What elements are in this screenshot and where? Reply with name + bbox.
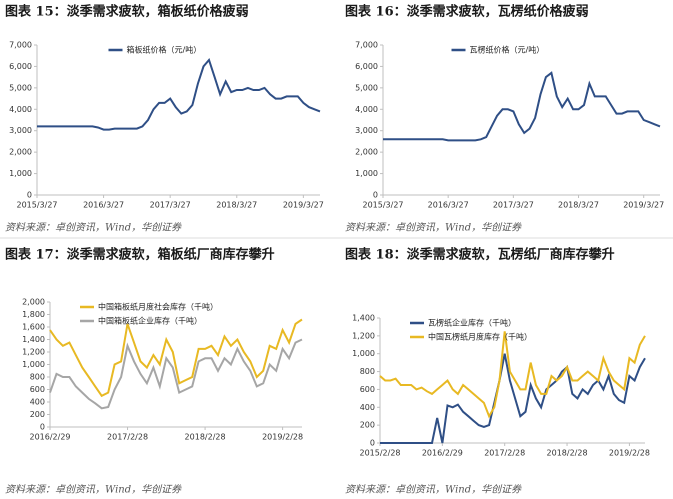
y-tick-label: 5,000 — [355, 83, 378, 92]
legend-label: 中国箱板纸企业库存（千吨） — [98, 316, 202, 326]
legend-label: 中国瓦楞纸月度库存（千吨） — [428, 332, 532, 342]
y-tick-label: 400 — [360, 403, 375, 412]
x-tick-label: 2017/2/28 — [107, 433, 148, 442]
series-line — [37, 58, 321, 131]
x-tick-label: 2018/3/27 — [216, 201, 257, 210]
source-note: 资料来源：卓创资讯，Wind，华创证券 — [5, 484, 182, 496]
y-tick-label: 6,000 — [355, 62, 378, 71]
x-tick-label: 2015/3/27 — [16, 201, 57, 210]
x-tick-label: 2019/2/28 — [609, 449, 650, 458]
y-tick-label: 3,000 — [9, 126, 32, 135]
x-tick-label: 2015/2/28 — [359, 449, 400, 458]
x-tick-label: 2018/3/27 — [558, 201, 599, 210]
y-tick-label: 4,000 — [9, 105, 32, 114]
y-tick-label: 2,000 — [9, 148, 32, 157]
x-tick-label: 2017/2/28 — [484, 449, 525, 458]
x-tick-label: 2019/2/28 — [262, 433, 303, 442]
legend-label: 瓦楞纸企业库存（千吨） — [428, 318, 516, 328]
y-tick-label: 2,000 — [22, 298, 45, 307]
chart-title: 图表 18：淡季需求疲软，瓦楞纸厂商库存攀升 — [345, 247, 615, 263]
source-note: 资料来源：卓创资讯，Wind，华创证券 — [345, 222, 522, 234]
legend-label: 箱板纸价格（元/吨） — [127, 45, 202, 55]
y-tick-label: 600 — [30, 385, 45, 394]
x-tick-label: 2019/3/27 — [623, 201, 664, 210]
y-tick-label: 1,000 — [355, 169, 378, 178]
y-tick-label: 5,000 — [9, 83, 32, 92]
x-tick-label: 2017/3/27 — [150, 201, 191, 210]
chart-title: 图表 16：淡季需求疲软，瓦楞纸价格疲弱 — [345, 4, 589, 20]
y-tick-label: 0 — [373, 191, 378, 200]
y-tick-label: 7,000 — [355, 41, 378, 50]
source-note: 资料来源：卓创资讯，Wind，华创证券 — [5, 222, 182, 234]
source-note: 资料来源：卓创资讯，Wind，华创证券 — [345, 484, 522, 496]
y-tick-label: 200 — [30, 410, 45, 419]
y-tick-label: 0 — [40, 423, 45, 432]
legend-label: 中国箱板纸月度社会库存（千吨） — [98, 302, 218, 312]
series-line — [379, 331, 646, 419]
series-line — [49, 338, 303, 410]
y-tick-label: 0 — [370, 439, 375, 448]
y-tick-label: 4,000 — [355, 105, 378, 114]
legend-label: 瓦楞纸价格（元/吨） — [470, 45, 545, 55]
y-tick-label: 0 — [27, 191, 32, 200]
y-tick-label: 1,000 — [22, 360, 45, 369]
x-tick-label: 2018/2/28 — [185, 433, 226, 442]
y-tick-label: 1,000 — [9, 169, 32, 178]
series-line — [383, 71, 661, 142]
chart-title: 图表 17：淡季需求疲软，箱板纸厂商库存攀升 — [5, 247, 275, 263]
y-tick-label: 1,200 — [22, 348, 45, 357]
x-tick-label: 2019/3/27 — [283, 201, 324, 210]
x-tick-label: 2018/2/28 — [547, 449, 588, 458]
y-tick-label: 1,000 — [352, 349, 375, 358]
x-tick-label: 2016/3/27 — [428, 201, 469, 210]
y-tick-label: 3,000 — [355, 126, 378, 135]
chart-title: 图表 15：淡季需求疲软，箱板纸价格疲弱 — [5, 4, 249, 20]
y-tick-label: 800 — [360, 367, 375, 376]
x-tick-label: 2016/3/27 — [83, 201, 124, 210]
series-line — [380, 353, 646, 444]
y-tick-label: 200 — [360, 421, 375, 430]
y-tick-label: 1,600 — [22, 323, 45, 332]
y-tick-label: 1,200 — [352, 331, 375, 340]
y-tick-label: 1,400 — [22, 335, 45, 344]
x-tick-label: 2017/3/27 — [493, 201, 534, 210]
y-tick-label: 6,000 — [9, 62, 32, 71]
series-line — [49, 318, 303, 398]
x-tick-label: 2016/2/29 — [422, 449, 463, 458]
y-tick-label: 600 — [360, 385, 375, 394]
y-tick-label: 400 — [30, 398, 45, 407]
y-tick-label: 1,800 — [22, 310, 45, 319]
x-tick-label: 2016/2/29 — [29, 433, 70, 442]
y-tick-label: 7,000 — [9, 41, 32, 50]
y-tick-label: 2,000 — [355, 148, 378, 157]
y-tick-label: 1,400 — [352, 314, 375, 323]
x-tick-label: 2015/3/27 — [362, 201, 403, 210]
y-tick-label: 800 — [30, 373, 45, 382]
